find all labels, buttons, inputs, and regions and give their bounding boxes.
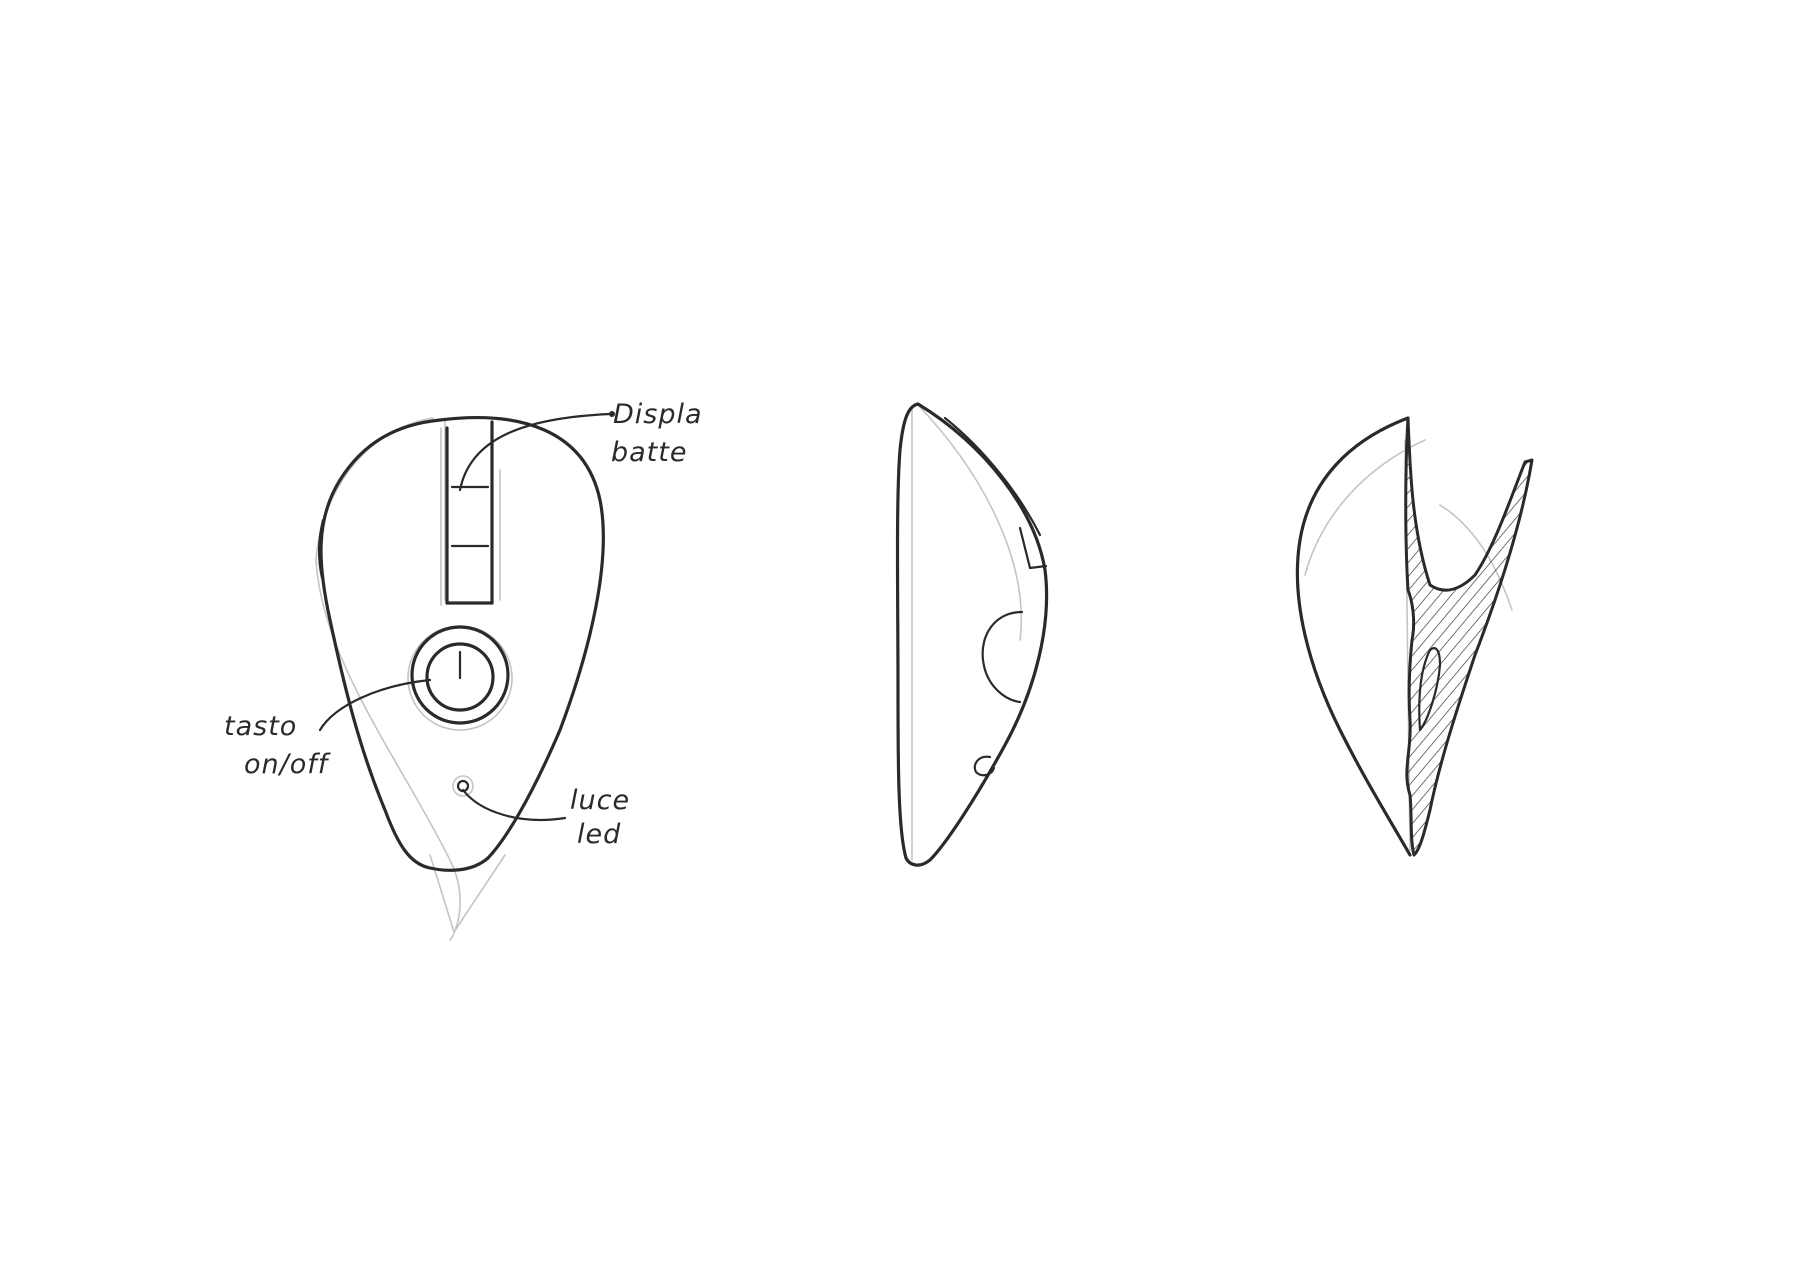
button-label-line1: tasto — [224, 711, 297, 742]
power-button-sketch — [407, 625, 513, 731]
led-label-line1: luce — [570, 785, 630, 816]
battery-display-strip — [440, 420, 494, 606]
side-led-bump — [973, 755, 996, 777]
front-construction-lines — [315, 417, 506, 941]
section-view — [1295, 416, 1534, 857]
button-label-line2: on/off — [244, 749, 331, 780]
side-display-step — [1018, 526, 1048, 570]
front-side-notch — [318, 518, 325, 580]
side-view — [895, 402, 1049, 867]
front-body-outline — [319, 416, 605, 872]
side-button-profile — [981, 610, 1024, 704]
section-inner-relief — [1418, 647, 1442, 732]
button-leader-line — [318, 678, 432, 732]
side-body-outline — [895, 402, 1049, 867]
display-label-line1: Displa — [613, 399, 703, 430]
section-outer-outline — [1295, 416, 1412, 857]
side-display-edge — [943, 416, 1042, 537]
display-label-line2: batte — [611, 437, 687, 468]
led-label-line2: led — [577, 819, 621, 850]
led-leader-line — [461, 788, 567, 822]
front-view: Displa batte tasto on/off luce led — [224, 399, 703, 941]
section-hatched-clip — [1404, 416, 1534, 857]
display-leader-line — [458, 412, 612, 492]
